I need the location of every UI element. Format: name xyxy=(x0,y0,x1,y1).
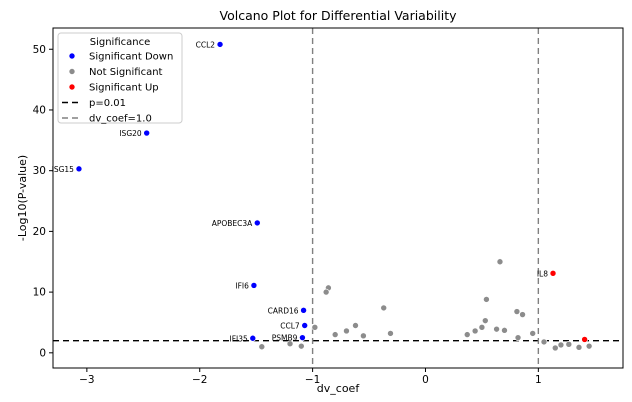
point-not-significant xyxy=(352,322,359,329)
point-label: IFI6 xyxy=(235,281,249,290)
point-not-significant xyxy=(565,341,573,348)
point-not-significant xyxy=(519,311,526,318)
point-label: CCL2 xyxy=(196,40,216,49)
point-not-significant xyxy=(513,308,521,315)
legend-label: Not Significant xyxy=(89,67,163,78)
point-not-significant xyxy=(298,342,305,350)
y-axis-label: -Log10(P-value) xyxy=(16,155,29,241)
data-points xyxy=(75,41,593,352)
point-not-significant xyxy=(258,343,266,351)
x-tick-label: 0 xyxy=(422,374,429,386)
point-not-significant xyxy=(501,327,508,334)
point-significant-down xyxy=(300,307,307,314)
x-axis: −3 −2 −1 0 1 xyxy=(79,368,542,386)
point-label: CCL7 xyxy=(280,322,300,331)
point-significant-down xyxy=(250,282,258,289)
legend-label: dv_coef=1.0 xyxy=(89,114,152,125)
point-significant-down xyxy=(301,322,309,329)
point-not-significant xyxy=(322,288,330,296)
point-significant-down xyxy=(299,334,306,341)
x-tick-label: −2 xyxy=(192,374,207,386)
point-not-significant xyxy=(311,324,319,331)
point-label: CARD16 xyxy=(268,306,299,315)
point-not-significant xyxy=(585,342,593,350)
point-not-significant xyxy=(481,317,489,324)
legend-label: Significant Up xyxy=(89,83,159,94)
point-significant-down xyxy=(216,41,224,48)
point-label: ISG20 xyxy=(119,129,142,138)
y-tick-label: 50 xyxy=(33,44,46,56)
legend-marker xyxy=(68,83,76,91)
point-not-significant xyxy=(360,332,367,340)
point-not-significant xyxy=(331,331,339,338)
x-axis-label: dv_coef xyxy=(317,382,361,395)
point-label: IL8 xyxy=(537,269,548,278)
point-not-significant xyxy=(540,338,548,346)
point-not-significant xyxy=(551,344,559,352)
y-tick-label: 40 xyxy=(33,104,46,116)
chart-title: Volcano Plot for Differential Variabilit… xyxy=(220,8,458,23)
y-tick-label: 20 xyxy=(33,226,46,238)
plot-frame xyxy=(52,27,624,369)
point-significant-down xyxy=(75,165,83,173)
point-not-significant xyxy=(575,344,583,351)
point-not-significant xyxy=(529,330,537,337)
point-labels: CCL2 ISG20 ISG15 APOBEC3A IFI6 CARD16 CCL7 IFI3… xyxy=(52,40,549,343)
point-not-significant xyxy=(380,304,388,312)
point-not-significant xyxy=(343,327,350,335)
point-label: APOBEC3A xyxy=(212,219,253,228)
legend-label: Significant Down xyxy=(89,52,173,63)
y-tick-label: 0 xyxy=(39,347,46,359)
legend-title: Significance xyxy=(90,37,151,48)
legend: Significance Significant Down Not Signific… xyxy=(57,32,183,125)
point-label: ISG15 xyxy=(52,165,75,174)
point-not-significant xyxy=(483,296,490,303)
y-tick-label: 30 xyxy=(33,165,46,177)
point-not-significant xyxy=(514,334,522,341)
point-significant-down xyxy=(143,129,150,137)
point-label: IFI35 xyxy=(230,334,249,343)
x-tick-label: −1 xyxy=(305,374,320,386)
point-not-significant xyxy=(471,327,479,335)
point-not-significant xyxy=(286,340,294,348)
legend-box xyxy=(57,32,183,124)
point-significant-down xyxy=(253,219,261,227)
x-tick-label: −3 xyxy=(79,374,94,386)
point-label: PSMB9 xyxy=(272,334,298,343)
point-significant-up xyxy=(549,269,557,277)
legend-label: p=0.01 xyxy=(89,98,126,109)
point-significant-up xyxy=(581,336,588,343)
point-not-significant xyxy=(496,258,504,266)
point-not-significant xyxy=(557,341,565,349)
point-not-significant xyxy=(493,325,500,333)
legend-marker xyxy=(68,52,76,60)
point-not-significant xyxy=(387,330,394,337)
reference-lines xyxy=(53,28,623,368)
point-not-significant xyxy=(478,324,486,331)
x-tick-label: 1 xyxy=(535,374,542,386)
y-axis: 0 10 20 30 40 50 xyxy=(33,44,53,359)
legend-marker xyxy=(68,68,76,75)
point-not-significant xyxy=(463,331,471,338)
point-significant-down xyxy=(249,334,257,342)
y-tick-label: 10 xyxy=(33,287,46,299)
